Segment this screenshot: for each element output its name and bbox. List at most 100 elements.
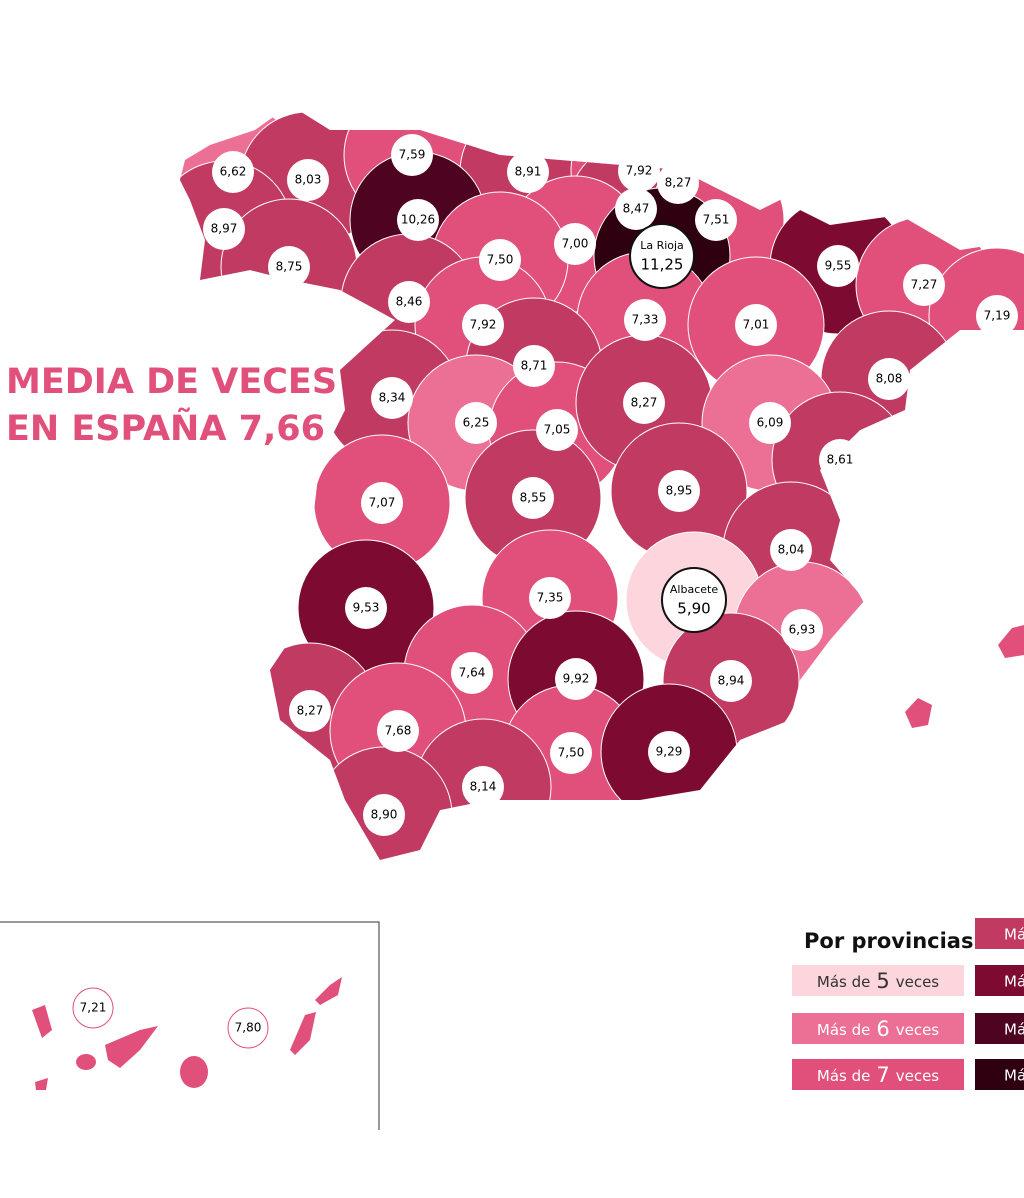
label-bubble <box>289 690 331 732</box>
province-value: 7,35 <box>537 591 564 605</box>
province-value: 9,53 <box>353 601 380 615</box>
label-bubble <box>781 609 823 651</box>
label-bubble <box>363 794 405 836</box>
label-bubble <box>623 382 665 424</box>
labels: 6,62 8,03 7,59 8,91 7,92 8,27 8,47 10,26 8,97 7,5… <box>72 134 1018 1049</box>
province-value: 8,75 <box>276 260 303 274</box>
label-bubble <box>976 295 1018 337</box>
legend-label: Má <box>1004 973 1024 991</box>
province-value: 8,34 <box>379 391 406 405</box>
label-bubble <box>287 159 329 201</box>
province-value: 7,80 <box>235 1021 262 1035</box>
title-line: MEDIA DE VECES <box>6 362 337 402</box>
province-value: 7,92 <box>626 164 653 178</box>
province-value: 7,05 <box>544 423 571 437</box>
province-value: 9,92 <box>563 672 590 686</box>
province-value: 7,01 <box>743 318 770 332</box>
legend-label: Más de 5 veces <box>817 969 939 993</box>
legend-title: Por provincias: <box>804 929 982 953</box>
province-value: 7,50 <box>487 253 514 267</box>
label-bubble <box>455 402 497 444</box>
legend-label: Más <box>1004 1067 1024 1085</box>
label-bubble <box>749 402 791 444</box>
legend-prefix: Más de <box>817 973 870 991</box>
label-bubble <box>770 529 812 571</box>
province-value: 8,61 <box>827 453 854 467</box>
province-value: 8,94 <box>718 674 745 688</box>
province-value: 8,27 <box>297 704 324 718</box>
label-bubble <box>868 358 910 400</box>
label-bubble <box>710 660 752 702</box>
province-value: 8,27 <box>665 176 692 190</box>
province-value: 8,97 <box>211 222 238 236</box>
legend-number: 7 <box>876 1063 889 1087</box>
label-bubble <box>648 731 690 773</box>
legend-prefix: Más de <box>817 1021 870 1039</box>
legend-prefix: Más de <box>817 1067 870 1085</box>
label-bubble <box>903 264 945 306</box>
province-value: 7,21 <box>80 1001 107 1015</box>
label-bubble <box>817 245 859 287</box>
label-bubble <box>268 246 310 288</box>
label-bubble <box>462 304 504 346</box>
province-value: 7,27 <box>911 278 938 292</box>
province-value: 6,09 <box>757 416 784 430</box>
label-bubble <box>657 162 699 204</box>
province-value: 7,68 <box>385 724 412 738</box>
label-bubble <box>624 299 666 341</box>
label-bubble <box>819 439 861 481</box>
province-value: 8,27 <box>631 396 658 410</box>
legend-label: Más de 6 veces <box>817 1017 939 1041</box>
ibiza <box>905 698 932 728</box>
label-bubble <box>513 345 555 387</box>
province-value: 7,64 <box>459 666 486 680</box>
provinces <box>180 105 1024 860</box>
canarias-frame <box>0 921 380 1130</box>
province-value: 8,46 <box>396 295 423 309</box>
province-value: 8,95 <box>666 484 693 498</box>
legend-swatch <box>792 1059 964 1090</box>
legend-suffix: veces <box>896 973 940 991</box>
province-value: 6,62 <box>220 165 247 179</box>
label-bubble <box>615 188 657 230</box>
province-value: 7,92 <box>470 318 497 332</box>
legend-swatch <box>975 918 1024 949</box>
province-name: La Rioja <box>640 239 684 252</box>
legend-label: Más de 7 veces <box>817 1063 939 1087</box>
label-bubble <box>462 766 504 808</box>
label-bubble <box>555 658 597 700</box>
canary-islands <box>32 977 342 1090</box>
label-bubble <box>618 150 660 192</box>
province-value: 7,33 <box>632 313 659 327</box>
province-value: 10,26 <box>401 213 435 227</box>
title-line: EN ESPAÑA 7,66 <box>6 407 325 449</box>
label-bubble <box>345 587 387 629</box>
province-value: 7,07 <box>369 496 396 510</box>
province-value: 8,55 <box>520 491 547 505</box>
province-value: 8,04 <box>778 543 805 557</box>
label-bubble <box>507 151 549 193</box>
province-value: 9,29 <box>656 745 683 759</box>
label-bubble <box>227 1007 269 1049</box>
province-value: 9,55 <box>825 259 852 273</box>
province-value: 8,91 <box>515 165 542 179</box>
label-bubble <box>397 199 439 241</box>
province-value: 6,25 <box>463 416 490 430</box>
province-name: Albacete <box>670 583 718 596</box>
legend-label: Más <box>1004 1021 1024 1039</box>
legend-label: Má <box>1004 926 1024 944</box>
province-value: 8,47 <box>623 202 650 216</box>
legend-swatch <box>975 1059 1024 1090</box>
label-bubble <box>479 239 521 281</box>
legend-swatch <box>792 1013 964 1044</box>
label-bubble <box>629 223 695 289</box>
legend-swatch <box>975 1013 1024 1044</box>
legend-suffix: veces <box>896 1067 940 1085</box>
label-bubble <box>661 567 727 633</box>
legend-swatch <box>975 965 1024 996</box>
province-value: 8,08 <box>876 372 903 386</box>
province-value: 7,19 <box>984 309 1011 323</box>
label-bubble <box>550 732 592 774</box>
province-value: 7,00 <box>562 237 589 251</box>
